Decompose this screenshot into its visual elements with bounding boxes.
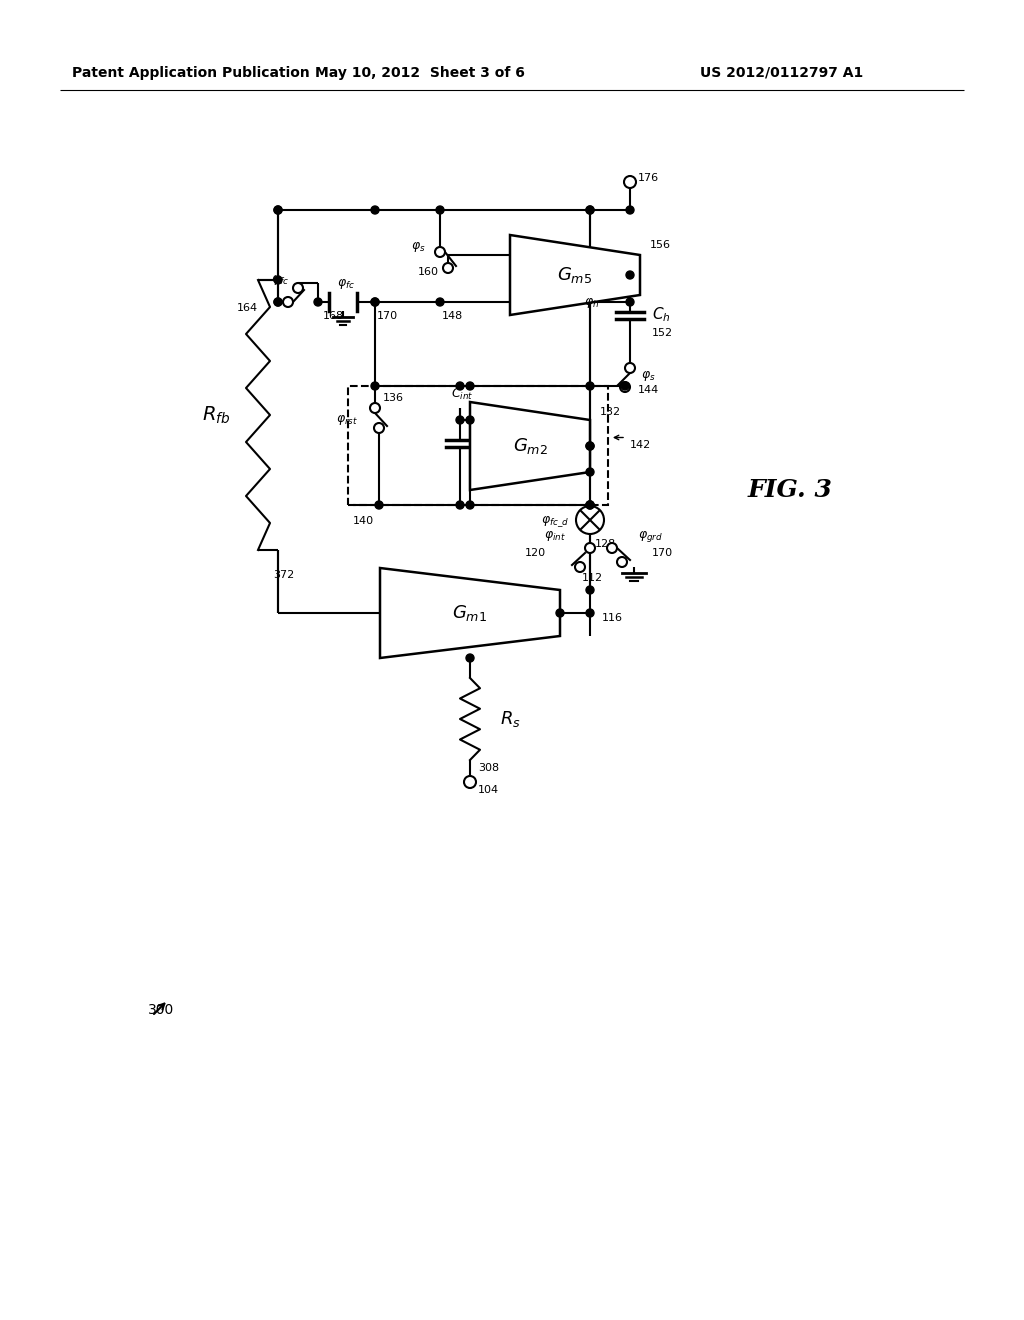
Text: 116: 116 xyxy=(602,612,623,623)
Text: 144: 144 xyxy=(637,385,658,395)
Circle shape xyxy=(586,469,594,477)
Text: $\varphi_{rst}$: $\varphi_{rst}$ xyxy=(336,413,358,426)
Circle shape xyxy=(371,298,379,306)
Circle shape xyxy=(586,502,594,510)
Text: 170: 170 xyxy=(651,548,673,558)
Text: 372: 372 xyxy=(273,570,294,579)
Text: 176: 176 xyxy=(638,173,659,183)
Circle shape xyxy=(464,776,476,788)
Circle shape xyxy=(617,557,627,568)
Circle shape xyxy=(466,653,474,663)
Text: $G_{m1}$: $G_{m1}$ xyxy=(453,603,487,623)
Circle shape xyxy=(575,562,585,572)
Text: $\varphi_{fc}$: $\varphi_{fc}$ xyxy=(338,277,355,290)
Circle shape xyxy=(293,282,303,293)
Circle shape xyxy=(435,247,445,257)
Circle shape xyxy=(370,403,380,413)
Circle shape xyxy=(274,206,282,214)
Circle shape xyxy=(586,442,594,450)
Circle shape xyxy=(625,363,635,374)
Circle shape xyxy=(466,381,474,389)
Circle shape xyxy=(626,271,634,279)
Bar xyxy=(348,385,608,506)
Circle shape xyxy=(607,543,617,553)
Circle shape xyxy=(586,502,594,510)
Circle shape xyxy=(624,176,636,187)
Text: 168: 168 xyxy=(323,312,344,321)
Circle shape xyxy=(375,502,383,510)
Text: 308: 308 xyxy=(478,763,499,774)
Circle shape xyxy=(585,543,595,553)
Circle shape xyxy=(274,298,282,306)
Text: $\varphi_{int}$: $\varphi_{int}$ xyxy=(544,529,566,543)
Circle shape xyxy=(436,298,444,306)
Text: 104: 104 xyxy=(478,785,499,795)
FancyArrowPatch shape xyxy=(614,436,624,440)
Text: $\varphi_s$: $\varphi_s$ xyxy=(641,370,655,383)
Circle shape xyxy=(274,206,282,214)
Text: FIG. 3: FIG. 3 xyxy=(748,478,833,502)
Text: 300: 300 xyxy=(148,1003,174,1016)
Text: $\varphi_{fc}$: $\varphi_{fc}$ xyxy=(271,273,289,286)
Text: US 2012/0112797 A1: US 2012/0112797 A1 xyxy=(700,66,863,81)
Circle shape xyxy=(371,381,379,389)
Text: 152: 152 xyxy=(652,327,673,338)
Circle shape xyxy=(443,263,453,273)
Text: 142: 142 xyxy=(630,441,651,450)
Circle shape xyxy=(575,506,604,535)
Text: 140: 140 xyxy=(353,516,374,525)
Circle shape xyxy=(586,442,594,450)
Text: $\varphi_{fc\_d}$: $\varphi_{fc\_d}$ xyxy=(541,515,569,529)
Circle shape xyxy=(314,298,322,306)
Circle shape xyxy=(586,206,594,214)
Circle shape xyxy=(456,416,464,424)
Text: $\varphi_s$: $\varphi_s$ xyxy=(411,240,425,253)
Circle shape xyxy=(626,206,634,214)
Text: 132: 132 xyxy=(600,407,622,417)
Circle shape xyxy=(586,206,594,214)
Text: $R_{fb}$: $R_{fb}$ xyxy=(202,404,230,425)
Text: 120: 120 xyxy=(524,548,546,558)
Text: Patent Application Publication: Patent Application Publication xyxy=(72,66,309,81)
Circle shape xyxy=(466,416,474,424)
Circle shape xyxy=(374,422,384,433)
Text: 112: 112 xyxy=(582,573,603,583)
Text: 128: 128 xyxy=(595,539,616,549)
Circle shape xyxy=(586,502,594,510)
Text: May 10, 2012  Sheet 3 of 6: May 10, 2012 Sheet 3 of 6 xyxy=(315,66,525,81)
Text: $G_{m5}$: $G_{m5}$ xyxy=(557,265,593,285)
Text: $C_{int}$: $C_{int}$ xyxy=(451,387,473,401)
Circle shape xyxy=(586,609,594,616)
Text: $R_s$: $R_s$ xyxy=(500,709,521,729)
Text: 156: 156 xyxy=(650,240,671,249)
Circle shape xyxy=(456,381,464,389)
Text: 160: 160 xyxy=(418,267,438,277)
Polygon shape xyxy=(470,403,590,490)
Circle shape xyxy=(586,586,594,594)
Text: $\varphi_{grd}$: $\varphi_{grd}$ xyxy=(638,528,663,544)
Circle shape xyxy=(274,298,282,306)
Polygon shape xyxy=(380,568,560,657)
Circle shape xyxy=(621,381,629,389)
Circle shape xyxy=(586,381,594,389)
Circle shape xyxy=(456,502,464,510)
Circle shape xyxy=(620,381,630,392)
Text: 164: 164 xyxy=(237,304,258,313)
Circle shape xyxy=(283,297,293,308)
Circle shape xyxy=(556,609,564,616)
Text: 148: 148 xyxy=(442,312,463,321)
Text: 136: 136 xyxy=(383,393,403,403)
Circle shape xyxy=(626,298,634,306)
Circle shape xyxy=(371,298,379,306)
Circle shape xyxy=(436,206,444,214)
Text: $\varphi_h$: $\varphi_h$ xyxy=(585,297,600,310)
Polygon shape xyxy=(510,235,640,315)
Text: $C_h$: $C_h$ xyxy=(652,306,671,325)
Circle shape xyxy=(466,502,474,510)
Text: $G_{m2}$: $G_{m2}$ xyxy=(513,436,548,455)
Circle shape xyxy=(274,276,282,284)
Text: 170: 170 xyxy=(377,312,398,321)
Circle shape xyxy=(371,206,379,214)
